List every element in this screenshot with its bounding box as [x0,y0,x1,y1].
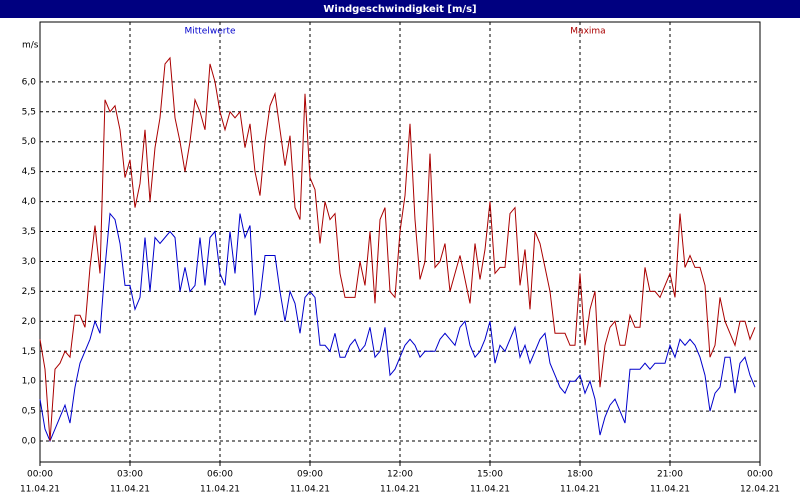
x-tick-date: 11.04.21 [290,485,330,495]
x-tick-date: 11.04.21 [110,485,150,495]
x-tick-date: 11.04.21 [650,485,690,495]
chart-title: Windgeschwindigkeit [m/s] [323,4,476,15]
y-tick-label: 3,0 [22,257,37,267]
y-axis-label: m/s [22,41,39,51]
y-tick-label: 0,5 [22,407,36,417]
y-tick-label: 3,5 [22,227,36,237]
y-tick-label: 2,5 [22,287,36,297]
legend-entry: Mittelwerte [184,27,235,37]
y-tick-label: 4,0 [22,197,37,207]
x-tick-date: 11.04.21 [470,485,510,495]
y-tick-label: 5,5 [22,107,36,117]
x-tick-label: 09:00 [297,470,323,480]
y-tick-label: 4,5 [22,167,36,177]
series-line [39,56,756,442]
x-tick-date: 11.04.21 [200,485,240,495]
x-tick-label: 00:00 [747,470,773,480]
x-tick-label: 18:00 [567,470,593,480]
x-tick-label: 21:00 [657,470,683,480]
x-tick-date: 12.04.21 [740,485,780,495]
x-tick-date: 11.04.21 [20,485,60,495]
x-tick-date: 11.04.21 [380,485,420,495]
y-tick-label: 1,0 [22,377,37,387]
x-tick-label: 06:00 [207,470,233,480]
y-tick-label: 1,5 [22,347,36,357]
series-line [39,212,756,443]
y-tick-label: 6,0 [22,77,37,87]
x-tick-label: 03:00 [117,470,143,480]
x-tick-date: 11.04.21 [560,485,600,495]
y-tick-label: 2,0 [22,317,37,327]
y-tick-label: 5,0 [22,137,37,147]
title-bar [0,0,800,18]
y-tick-label: 0,0 [22,437,37,447]
x-tick-label: 12:00 [387,470,413,480]
x-tick-label: 15:00 [477,470,503,480]
legend-entry: Maxima [570,27,605,37]
x-tick-label: 00:00 [27,470,53,480]
